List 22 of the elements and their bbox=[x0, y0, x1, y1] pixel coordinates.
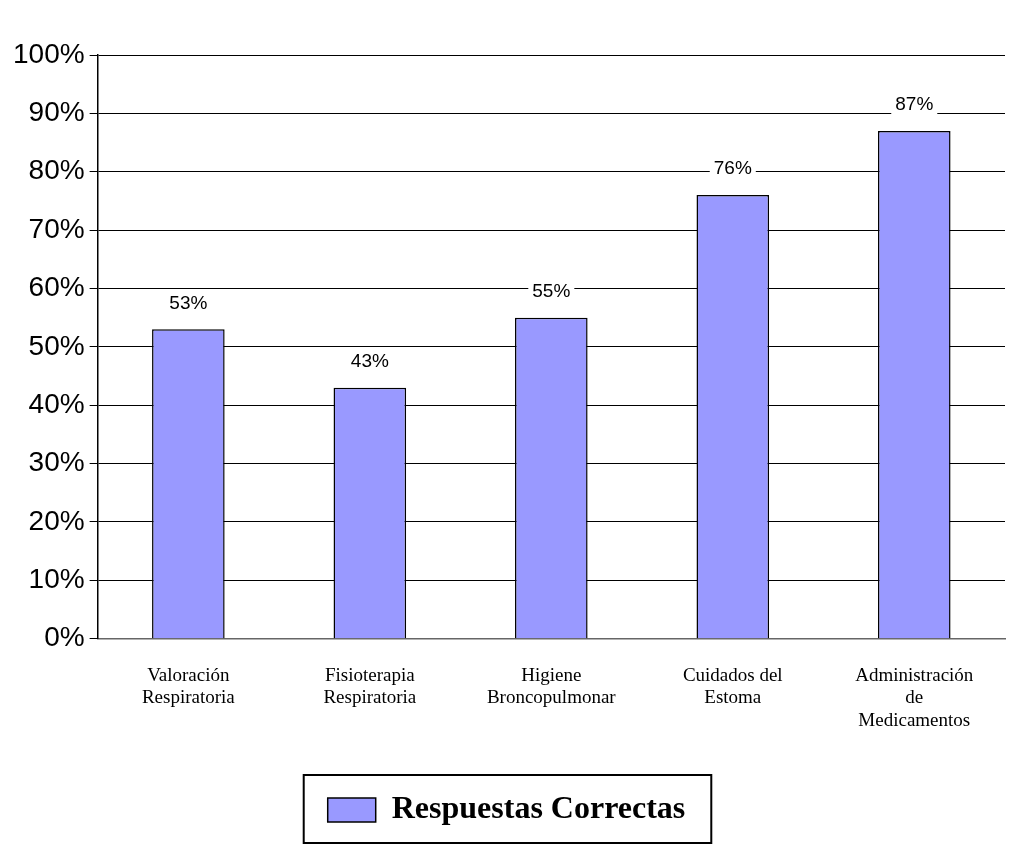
x-tick-label: Valoración Respiratoria bbox=[141, 663, 236, 708]
x-tick-label: Cuidados del Estoma bbox=[682, 663, 783, 708]
y-tick-label: 60% bbox=[28, 271, 85, 303]
y-tick-label: 100% bbox=[12, 37, 85, 69]
x-tick-label: Fisioterapia Respiratoria bbox=[323, 663, 417, 708]
y-tick-label: 50% bbox=[28, 329, 85, 361]
x-tick-label: Administración de Medicamentos bbox=[855, 663, 974, 730]
y-tick-label: 10% bbox=[28, 563, 85, 595]
data-label: 43% bbox=[350, 349, 389, 371]
y-tick-label: 20% bbox=[28, 504, 85, 536]
x-tick-label: Higiene Broncopulmonar bbox=[486, 663, 617, 708]
y-tick-label: 80% bbox=[28, 154, 85, 186]
y-tick-label: 30% bbox=[28, 446, 85, 478]
y-tick-label: 40% bbox=[28, 387, 85, 419]
data-label: 76% bbox=[713, 157, 752, 179]
data-label: 87% bbox=[895, 93, 934, 115]
y-tick-label: 90% bbox=[28, 96, 85, 128]
y-tick-label: 0% bbox=[44, 621, 85, 653]
legend-label: Respuestas Correctas bbox=[391, 789, 686, 826]
data-label: 53% bbox=[169, 291, 208, 313]
data-label: 55% bbox=[532, 279, 571, 301]
y-tick-label: 70% bbox=[28, 212, 85, 244]
